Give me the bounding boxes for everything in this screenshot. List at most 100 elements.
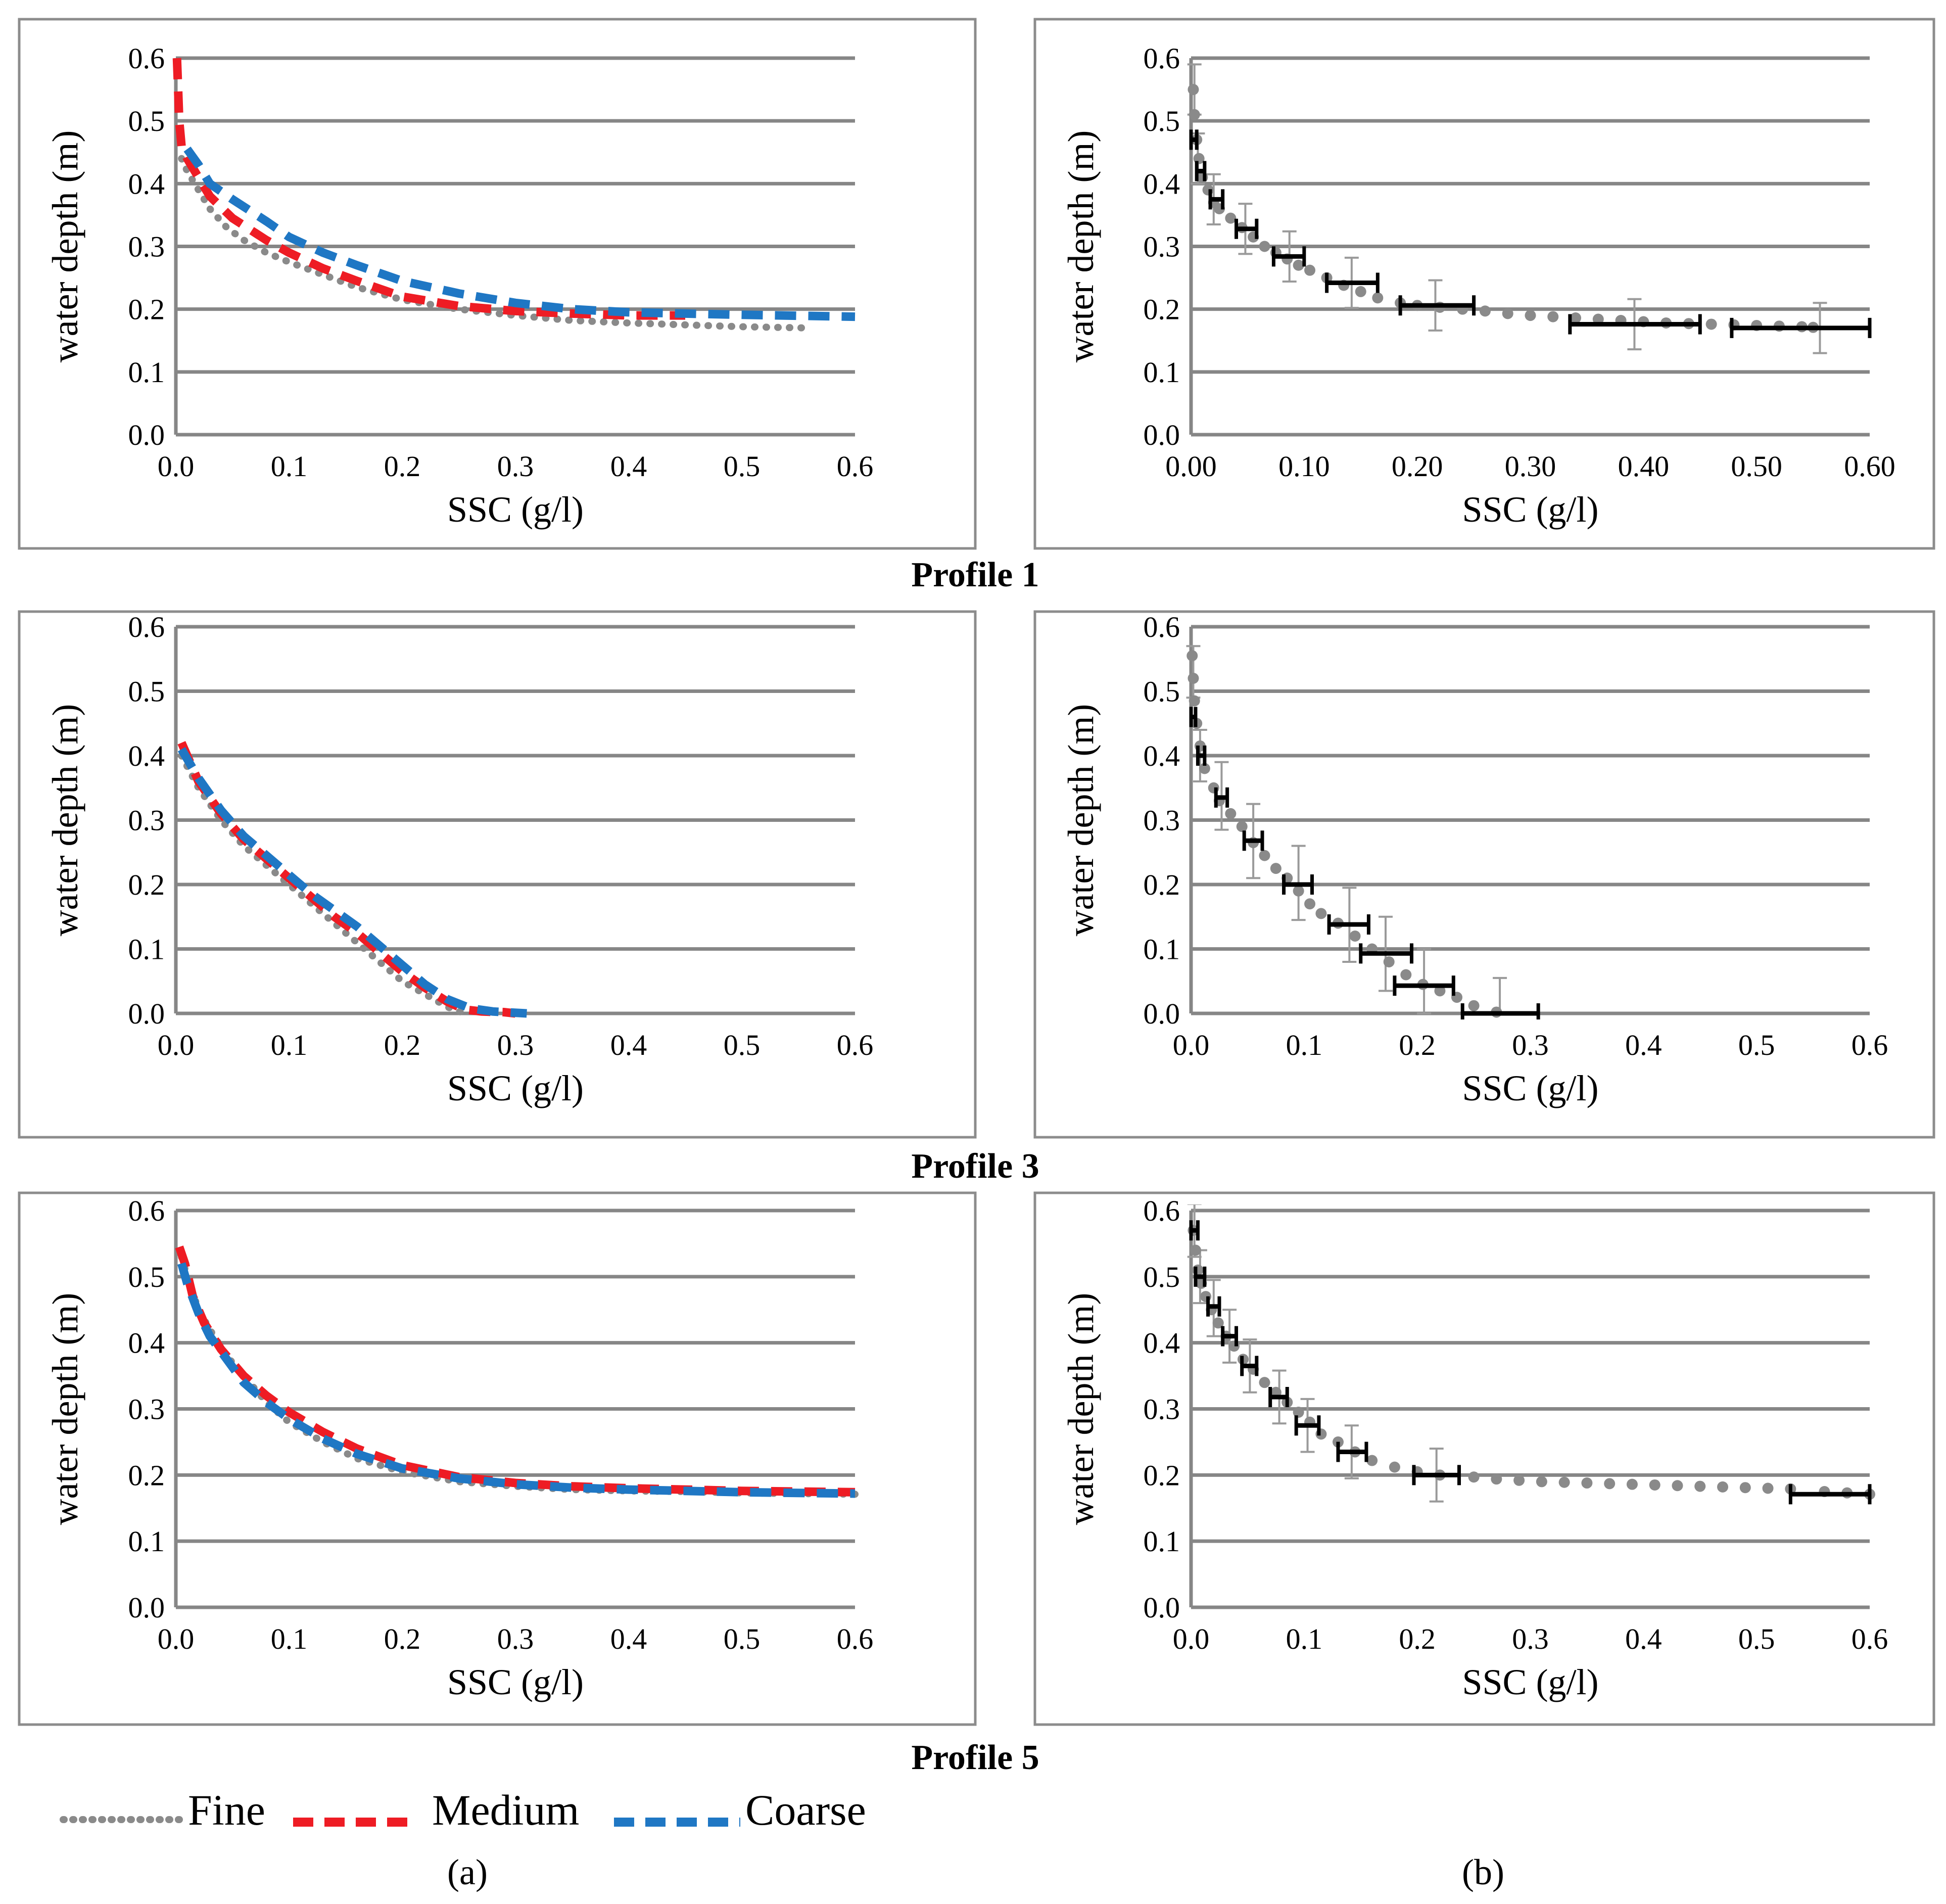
legend: Fine Medium Coarse — [60, 1786, 866, 1834]
x-tick-label: 0.50 — [1731, 450, 1782, 483]
profile-3-title: Profile 3 — [911, 1147, 1039, 1186]
x-tick-label: 0.1 — [271, 450, 308, 483]
observed-point — [1717, 1481, 1729, 1493]
observed-point — [1259, 241, 1270, 252]
y-tick-label: 0.5 — [1144, 1261, 1180, 1293]
series-coarse-line — [183, 147, 856, 321]
range-bar — [1271, 246, 1306, 267]
observed-point — [1581, 1477, 1593, 1489]
x-tick-label: 0.5 — [724, 450, 761, 483]
range-bar — [1325, 272, 1380, 293]
y-tick-label: 0.3 — [128, 230, 165, 263]
x-tick-label: 0.60 — [1844, 450, 1895, 483]
observed-point — [1349, 931, 1361, 942]
y-tick-label: 0.3 — [1144, 230, 1180, 263]
range-bar — [1235, 218, 1259, 239]
y-tick-label: 0.1 — [128, 1525, 165, 1558]
x-tick-label: 0.30 — [1505, 450, 1556, 483]
x-tick-label: 0.2 — [1399, 1622, 1436, 1655]
observed-point — [1649, 1479, 1660, 1491]
range-bar — [1460, 1003, 1540, 1019]
x-tick-label: 0.6 — [1852, 1029, 1888, 1061]
observed-point — [1434, 985, 1446, 997]
plot-area — [175, 1245, 859, 1498]
range-bar — [1189, 707, 1198, 727]
observed-point — [1304, 264, 1316, 276]
observed-point — [1468, 1471, 1480, 1483]
x-tick-label: 0.00 — [1165, 450, 1217, 483]
plot-area — [177, 741, 527, 1018]
y-tick-label: 0.2 — [128, 293, 165, 326]
y-axis-label: water depth (m) — [1061, 130, 1101, 363]
y-tick-label: 0.6 — [1144, 611, 1180, 643]
y-tick-label: 0.1 — [1144, 356, 1180, 389]
x-axis-label: SSC (g/l) — [1462, 489, 1598, 530]
y-tick-label: 0.2 — [1144, 868, 1180, 901]
x-tick-label: 0.20 — [1392, 450, 1443, 483]
x-tick-label: 0.40 — [1618, 450, 1670, 483]
range-bar — [1282, 874, 1314, 895]
series-medium-line — [177, 741, 516, 1018]
range-bar — [1327, 914, 1370, 935]
x-tick-label: 0.5 — [1738, 1029, 1775, 1061]
x-tick-label: 0.0 — [158, 1029, 195, 1061]
observed-point — [1694, 1480, 1706, 1492]
observed-point — [1355, 286, 1366, 297]
observed-point — [1304, 898, 1316, 910]
observed-point — [1189, 109, 1200, 120]
x-tick-label: 0.0 — [158, 1622, 195, 1655]
y-tick-label: 0.4 — [128, 1327, 165, 1360]
x-tick-label: 0.3 — [1512, 1622, 1549, 1655]
y-tick-label: 0.6 — [128, 611, 165, 643]
x-tick-label: 0.5 — [1738, 1622, 1775, 1655]
series-coarse-line — [177, 747, 527, 1018]
series-fine-line — [178, 155, 814, 332]
chart-p3a: 0.0 0.1 0.2 0.3 0.4 0.5 0.6 0.0 0.1 0.2 0.3 0.4 0.5 0… — [18, 610, 977, 1139]
y-tick-label: 0.1 — [1144, 933, 1180, 966]
observed-point — [1225, 212, 1237, 224]
y-tick-label: 0.0 — [128, 419, 165, 451]
y-tick-label: 0.5 — [1144, 675, 1180, 708]
range-bar — [1214, 787, 1229, 808]
observed-point — [1236, 821, 1248, 832]
chart-frame — [18, 610, 977, 1139]
y-tick-label: 0.2 — [1144, 293, 1180, 326]
chart-p5a: 0.0 0.1 0.2 0.3 0.4 0.5 0.6 0.0 0.1 0.2 0.3 0.4 0.5 0… — [18, 1191, 977, 1726]
range-bar — [1359, 943, 1413, 964]
x-tick-label: 0.10 — [1278, 450, 1330, 483]
y-tick-label: 0.3 — [1144, 804, 1180, 837]
observed-point — [1259, 850, 1270, 861]
x-tick-label: 0.3 — [497, 450, 534, 483]
y-tick-label: 0.2 — [128, 1459, 165, 1492]
x-tick-label: 0.1 — [271, 1029, 308, 1061]
y-tick-label: 0.4 — [1144, 739, 1180, 772]
chart-frame — [1033, 18, 1935, 550]
range-bar — [1294, 1415, 1321, 1436]
y-tick-label: 0.2 — [128, 868, 165, 901]
x-tick-label: 0.0 — [1173, 1029, 1210, 1061]
legend-fine-label: Fine — [188, 1786, 265, 1834]
observed-point — [1525, 310, 1536, 321]
x-tick-label: 0.4 — [610, 1029, 647, 1061]
range-bar — [1189, 1220, 1200, 1241]
observed-point — [1547, 311, 1559, 322]
y-tick-label: 0.4 — [1144, 167, 1180, 200]
observed-point — [1705, 318, 1717, 330]
x-tick-label: 0.4 — [610, 450, 647, 483]
range-bar — [1242, 830, 1264, 851]
x-tick-label: 0.1 — [1286, 1622, 1323, 1655]
range-bar — [1195, 161, 1207, 181]
range-bar — [1730, 317, 1872, 338]
observed-point — [1259, 1377, 1270, 1388]
y-tick-label: 0.1 — [128, 933, 165, 966]
y-tick-label: 0.0 — [128, 1591, 165, 1624]
chart-frame — [1033, 610, 1935, 1139]
profile-5-title: Profile 5 — [911, 1738, 1039, 1777]
observed-point — [1513, 1474, 1525, 1486]
y-tick-label: 0.0 — [128, 997, 165, 1030]
observed-point — [1672, 1480, 1683, 1492]
range-bar — [1208, 189, 1225, 210]
y-tick-label: 0.4 — [1144, 1327, 1180, 1360]
plot-area — [172, 58, 856, 332]
x-tick-label: 0.1 — [271, 1622, 308, 1655]
